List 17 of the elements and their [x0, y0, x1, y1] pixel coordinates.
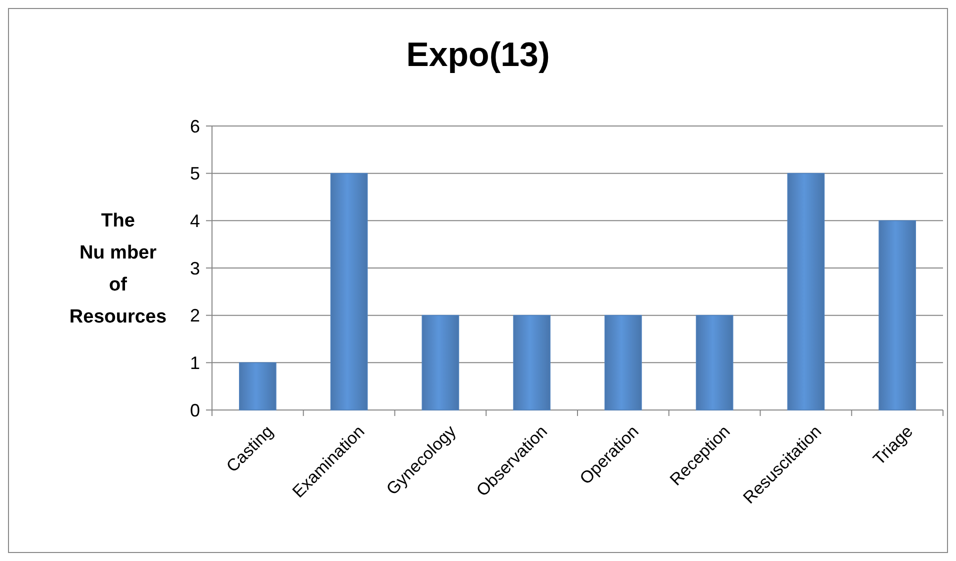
y-tick-label: 4 [190, 210, 200, 231]
bar [239, 362, 276, 410]
chart-title: Expo(13) [406, 36, 550, 74]
bar [513, 314, 550, 410]
y-tick-label: 5 [190, 164, 200, 184]
bar [330, 172, 368, 410]
y-tick-label: 6 [190, 116, 200, 136]
bar [878, 220, 916, 410]
bar [696, 314, 734, 410]
bar [787, 172, 825, 410]
y-tick-label: 2 [190, 306, 200, 326]
y-tick-label: 3 [190, 258, 200, 278]
bar [604, 314, 642, 410]
y-tick-label: 1 [190, 352, 200, 373]
y-axis-title: The Nu mber of Resources [69, 210, 167, 328]
y-tick-label: 0 [190, 400, 200, 420]
bar [422, 314, 460, 410]
